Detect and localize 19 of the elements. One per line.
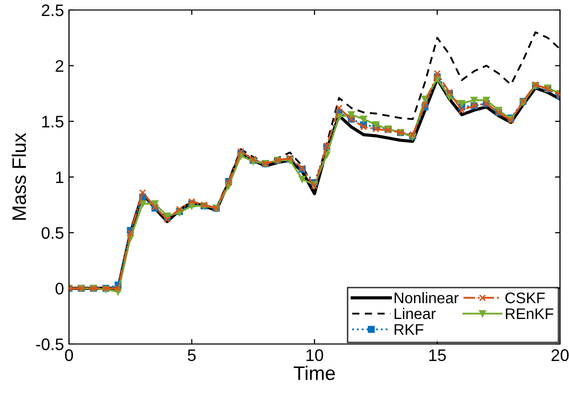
x-tick-label: 0: [65, 349, 73, 362]
y-tick-label: -0.5: [36, 338, 64, 350]
y-axis-title: Mass Flux: [12, 132, 26, 220]
y-tick-label: 1.5: [42, 116, 64, 128]
x-axis-title: Time: [294, 366, 335, 380]
legend-label: REnKF: [506, 308, 554, 319]
y-tick-label: 2.5: [42, 4, 64, 16]
y-tick-label: 0: [56, 282, 64, 295]
legend-label: Nonlinear: [394, 292, 459, 304]
y-tick-label: 2: [56, 60, 64, 72]
legend-label: CSKF: [505, 292, 545, 304]
legend-label: Linear: [394, 308, 436, 320]
y-tick-label: 1: [56, 172, 64, 184]
x-tick-label: 10: [306, 349, 324, 362]
y-tick-label: 0.5: [42, 227, 64, 239]
x-tick-label: 20: [552, 349, 569, 362]
x-tick-label: 15: [429, 349, 446, 362]
legend-label: RKF: [394, 324, 424, 335]
x-tick-label: 5: [188, 349, 196, 362]
